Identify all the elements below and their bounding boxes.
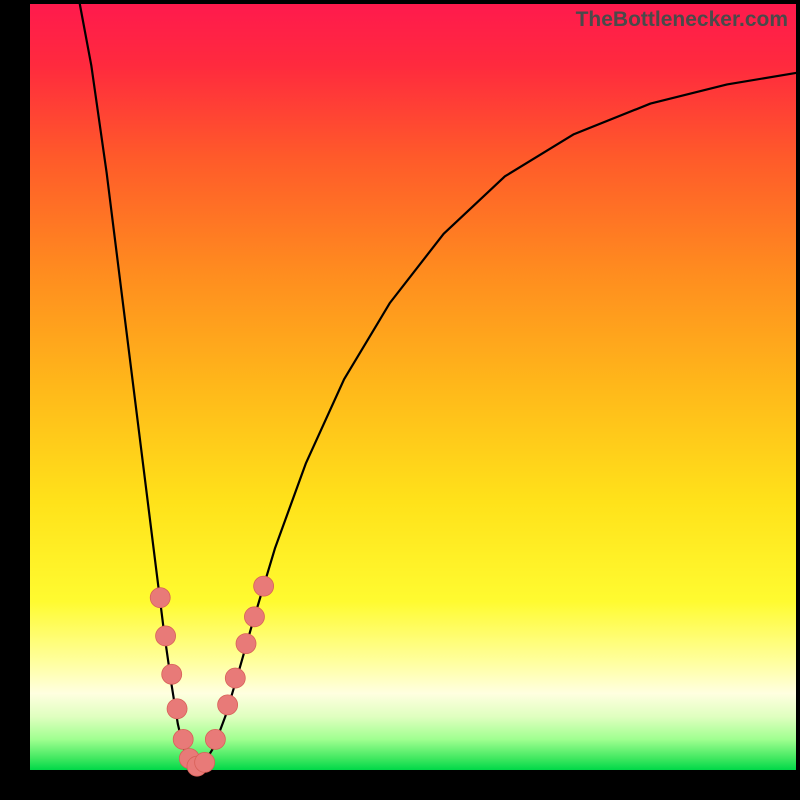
data-marker — [254, 576, 274, 596]
data-marker — [225, 668, 245, 688]
bottleneck-chart: TheBottlenecker.com — [0, 0, 800, 800]
chart-canvas — [0, 0, 800, 800]
data-marker — [218, 695, 238, 715]
data-marker — [195, 752, 215, 772]
data-marker — [236, 634, 256, 654]
data-marker — [162, 664, 182, 684]
data-marker — [173, 729, 193, 749]
data-marker — [205, 729, 225, 749]
data-marker — [167, 699, 187, 719]
data-marker — [150, 588, 170, 608]
data-marker — [156, 626, 176, 646]
watermark-text: TheBottlenecker.com — [576, 8, 788, 32]
data-marker — [244, 607, 264, 627]
